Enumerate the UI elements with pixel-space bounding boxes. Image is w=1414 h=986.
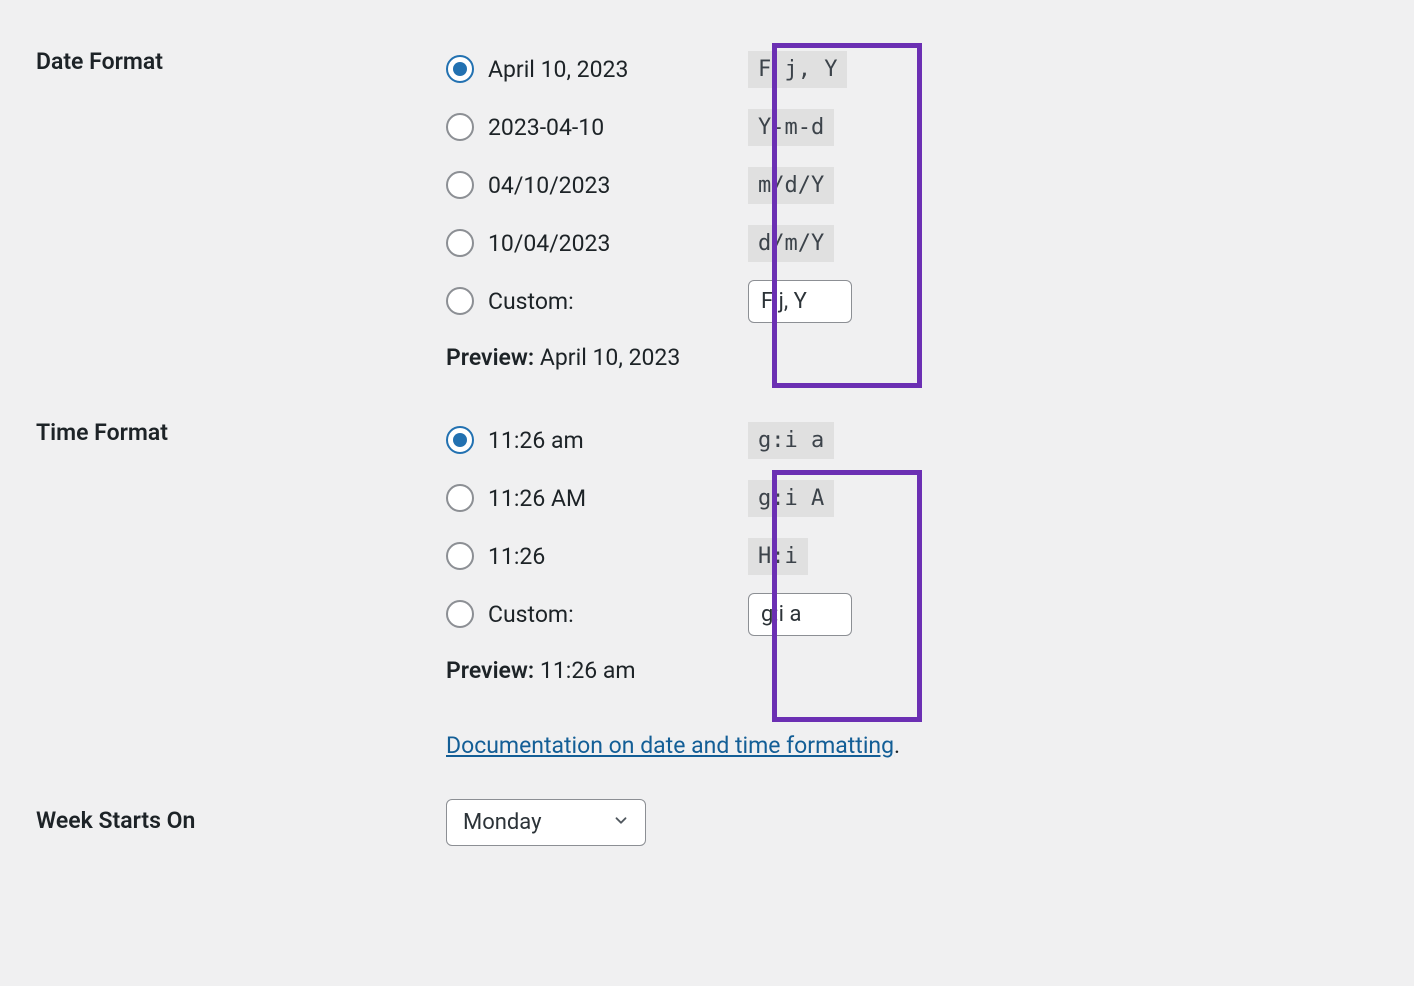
radio-icon[interactable] — [446, 171, 474, 199]
radio-icon[interactable] — [446, 287, 474, 315]
date-format-body: April 10, 2023 F j, Y 2023-04-10 Y-m-d 0… — [446, 40, 1378, 371]
date-option-code: d/m/Y — [748, 225, 834, 262]
radio-icon[interactable] — [446, 113, 474, 141]
time-format-row: Time Format 11:26 am g:i a 11:26 AM g:i … — [36, 411, 1378, 759]
date-option-custom[interactable]: Custom: — [446, 272, 1378, 330]
date-custom-input[interactable] — [748, 280, 852, 323]
week-starts-select-wrap[interactable]: Monday — [446, 799, 646, 846]
documentation-link[interactable]: Documentation on date and time formattin… — [446, 732, 894, 759]
date-option-1[interactable]: 2023-04-10 Y-m-d — [446, 98, 1378, 156]
radio-icon[interactable] — [446, 426, 474, 454]
time-option-code: g:i A — [748, 480, 834, 517]
time-option-0[interactable]: 11:26 am g:i a — [446, 411, 1378, 469]
time-option-2[interactable]: 11:26 H:i — [446, 527, 1378, 585]
week-starts-select[interactable]: Monday — [446, 799, 646, 846]
date-option-2[interactable]: 04/10/2023 m/d/Y — [446, 156, 1378, 214]
time-option-label: 11:26 AM — [488, 485, 748, 512]
time-format-heading: Time Format — [36, 411, 446, 446]
time-option-custom[interactable]: Custom: — [446, 585, 1378, 643]
radio-icon[interactable] — [446, 55, 474, 83]
time-custom-input[interactable] — [748, 593, 852, 636]
date-preview-value: April 10, 2023 — [540, 344, 680, 371]
week-starts-heading: Week Starts On — [36, 799, 446, 834]
time-format-body: 11:26 am g:i a 11:26 AM g:i A 11:26 H:i … — [446, 411, 1378, 759]
week-starts-row: Week Starts On Monday — [36, 799, 1378, 846]
time-preview: Preview: 11:26 am — [446, 657, 1378, 684]
time-option-label: 11:26 — [488, 543, 748, 570]
time-custom-label: Custom: — [488, 601, 748, 628]
date-preview-label: Preview: — [446, 344, 534, 371]
doc-link-suffix: . — [894, 732, 900, 759]
date-option-0[interactable]: April 10, 2023 F j, Y — [446, 40, 1378, 98]
time-preview-value: 11:26 am — [540, 657, 636, 684]
date-preview: Preview: April 10, 2023 — [446, 344, 1378, 371]
time-preview-label: Preview: — [446, 657, 534, 684]
date-format-row: Date Format April 10, 2023 F j, Y 2023-0… — [36, 40, 1378, 371]
time-option-label: 11:26 am — [488, 427, 748, 454]
date-custom-label: Custom: — [488, 288, 748, 315]
date-option-3[interactable]: 10/04/2023 d/m/Y — [446, 214, 1378, 272]
date-option-label: 04/10/2023 — [488, 172, 748, 199]
date-option-label: 2023-04-10 — [488, 114, 748, 141]
radio-icon[interactable] — [446, 600, 474, 628]
date-option-label: April 10, 2023 — [488, 56, 748, 83]
date-option-code: F j, Y — [748, 51, 847, 88]
time-option-code: H:i — [748, 538, 808, 575]
date-option-code: Y-m-d — [748, 109, 834, 146]
settings-content: Date Format April 10, 2023 F j, Y 2023-0… — [36, 40, 1378, 846]
date-format-heading: Date Format — [36, 40, 446, 75]
date-option-code: m/d/Y — [748, 167, 834, 204]
radio-icon[interactable] — [446, 542, 474, 570]
radio-icon[interactable] — [446, 229, 474, 257]
date-option-label: 10/04/2023 — [488, 230, 748, 257]
time-option-1[interactable]: 11:26 AM g:i A — [446, 469, 1378, 527]
week-starts-body: Monday — [446, 799, 1378, 846]
time-option-code: g:i a — [748, 422, 834, 459]
radio-icon[interactable] — [446, 484, 474, 512]
doc-link-line: Documentation on date and time formattin… — [446, 732, 1378, 759]
